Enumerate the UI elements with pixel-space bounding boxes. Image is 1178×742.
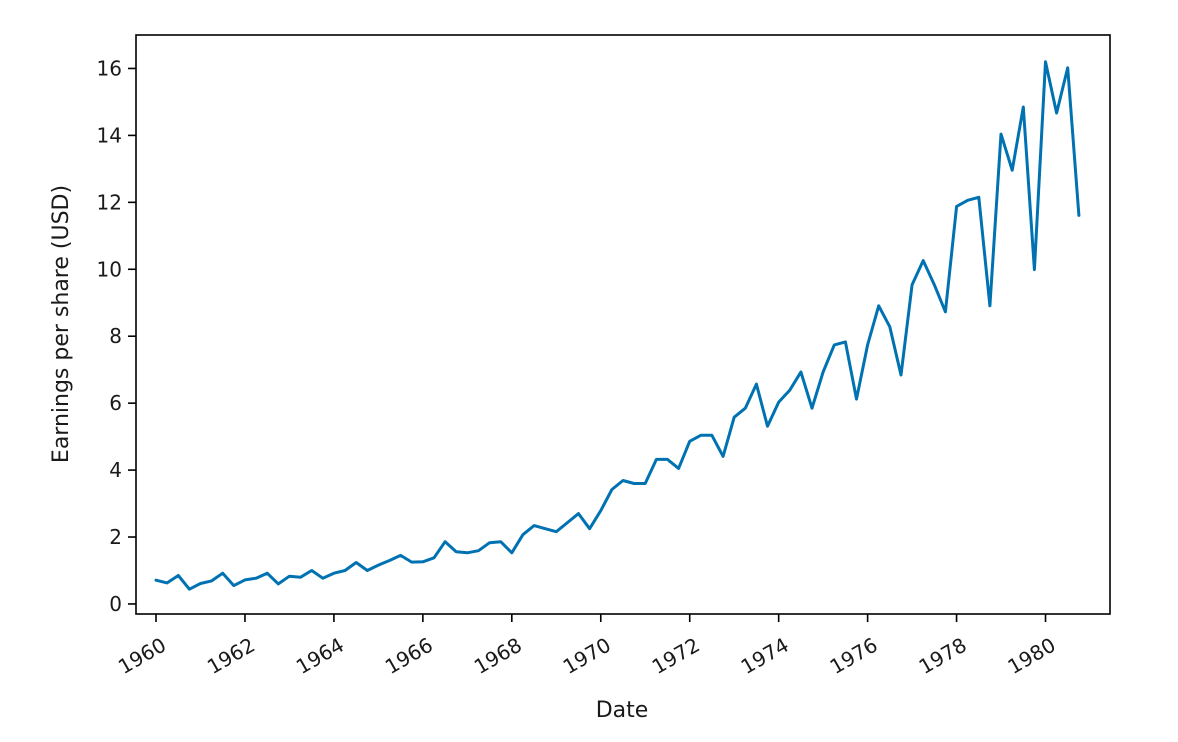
plot-area [154,60,1081,591]
y-tick-label: 12 [97,190,122,214]
y-axis-ticks: 0 2 4 6 8 10 12 14 16 [97,56,136,616]
y-tick-label: 10 [97,257,122,281]
y-tick-label: 8 [109,324,122,348]
y-tick-label: 6 [109,391,122,415]
series-line-0 [154,60,1081,591]
y-tick-label: 16 [97,56,122,80]
y-tick-label: 14 [97,123,122,147]
y-tick-label: 2 [109,525,122,549]
y-tick-label: 0 [109,592,122,616]
plot-frame [135,34,1111,615]
y-axis-label: Earnings per share (USD) [49,185,74,463]
y-tick-label: 4 [109,458,122,482]
x-axis-label: Date [596,698,649,723]
